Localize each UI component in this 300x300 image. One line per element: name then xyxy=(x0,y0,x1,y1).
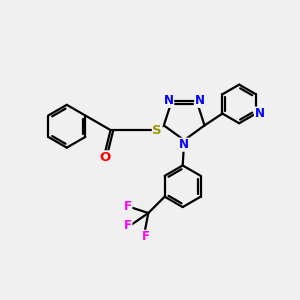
Text: S: S xyxy=(152,124,162,136)
Text: N: N xyxy=(164,94,174,107)
Text: F: F xyxy=(142,230,150,243)
Text: F: F xyxy=(124,219,132,232)
Text: O: O xyxy=(100,151,111,164)
Text: N: N xyxy=(178,138,189,151)
Text: N: N xyxy=(195,94,205,107)
Text: N: N xyxy=(254,107,265,120)
Text: F: F xyxy=(124,200,132,213)
